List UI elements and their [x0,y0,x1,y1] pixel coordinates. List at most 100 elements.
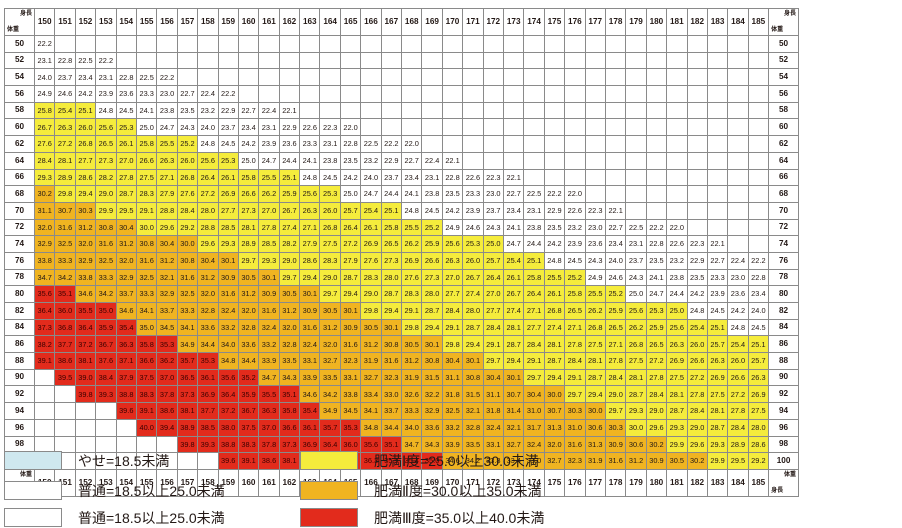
weight-row: 86 38.2 37.7 37.2 36.7 36.3 35.8 35.3 34.9 34.4 34… [4,335,800,354]
bmi-cell [645,35,668,53]
height-header-cell: 158 [197,8,219,36]
bmi-cell: 27.1 [564,318,586,337]
bmi-cell [482,135,504,153]
bmi-cell: 35.8 [278,402,301,420]
bmi-cell: 29.1 [135,201,158,220]
bmi-cell [54,402,76,420]
bmi-cell: 31.5 [421,368,443,387]
weight-label: 90 [768,368,800,387]
bmi-cell: 24.2 [74,85,97,103]
weight-label: 74 [4,235,35,253]
bmi-cell: 33.1 [482,435,504,454]
bmi-cell [299,68,321,87]
bmi-cell: 23.0 [482,185,504,203]
bmi-cell [523,118,545,137]
bmi-cell [502,35,525,53]
bmi-cell: 32.9 [33,235,56,253]
bmi-cell: 25.6 [441,235,464,253]
bmi-cell: 39.1 [33,352,56,370]
bmi-cell: 26.3 [299,201,321,220]
bmi-cell: 28.3 [401,285,423,303]
bmi-cell: 25.8 [237,168,260,187]
weight-label: 92 [4,385,35,404]
bmi-cell: 29.0 [95,185,117,203]
bmi-cell: 34.7 [33,268,56,287]
bmi-cell [686,68,708,87]
bmi-cell: 34.9 [176,335,199,354]
bmi-cell [727,185,749,203]
bmi-cell: 31.9 [584,452,606,470]
bmi-cell [564,168,586,187]
bmi-cell: 22.8 [747,268,770,287]
bmi-cell: 28.1 [666,385,688,404]
bmi-cell [217,51,239,70]
weight-row: 94 39.6 39.1 38.6 38.1 37.7 37.2 36.7 36.3 35.8 35… [4,402,800,420]
bmi-cell [401,68,423,87]
weight-label: 90 [4,368,35,387]
bmi-cell: 24.2 [727,302,749,320]
bmi-cell [523,168,545,187]
bmi-cell: 22.8 [115,68,137,87]
bmi-cell: 38.1 [74,352,97,370]
bmi-cell: 25.9 [421,235,443,253]
bmi-cell: 35.9 [380,452,403,470]
bmi-cell: 22.7 [502,185,525,203]
bmi-cell: 31.2 [278,302,301,320]
bmi-cell: 34.1 [360,402,382,420]
weight-row: 72 32.0 31.6 31.2 30.8 30.4 30.0 29.6 29.2 28.8 28… [4,218,800,237]
bmi-cell: 32.8 [278,335,301,354]
bmi-cell: 30.8 [462,368,484,387]
bmi-cell: 30.2 [686,452,708,470]
weight-row: 88 39.1 38.6 38.1 37.6 37.1 36.6 36.2 35.7 35.3 34… [4,352,800,370]
bmi-cell [706,135,729,153]
bmi-cell [625,151,647,170]
weight-row: 50 22.2 50 [4,35,800,53]
bmi-cell [95,418,117,437]
bmi-cell: 29.0 [604,385,627,404]
bmi-cell: 36.2 [156,352,178,370]
bmi-cell: 32.5 [95,251,117,270]
bmi-cell: 22.2 [380,135,403,153]
bmi-cell [543,151,566,170]
bmi-cell: 24.6 [604,268,627,287]
bmi-cell: 25.9 [278,185,301,203]
bmi-cell: 27.4 [462,285,484,303]
bmi-cell [482,118,504,137]
bmi-cell [176,51,199,70]
bmi-cell: 27.0 [441,268,464,287]
bmi-cell [380,85,403,103]
bmi-cell: 33.4 [360,385,382,404]
bmi-cell: 26.2 [401,235,423,253]
weight-label: 86 [4,335,35,354]
bmi-cell [686,135,708,153]
bmi-cell: 31.6 [217,285,239,303]
bmi-cell: 25.7 [482,251,504,270]
bmi-cell [543,51,566,70]
bmi-cell: 22.5 [360,135,382,153]
bmi-cell: 27.0 [482,285,504,303]
bmi-cell: 30.9 [645,452,668,470]
bmi-cell: 26.3 [666,335,688,354]
bmi-cell: 27.3 [421,268,443,287]
bmi-cell: 28.3 [319,251,341,270]
bmi-cell [706,68,729,87]
bmi-cell: 32.7 [543,452,566,470]
bmi-cell: 24.5 [706,302,729,320]
weight-label: 80 [4,285,35,303]
bmi-cell: 30.9 [604,435,627,454]
bmi-cell: 27.4 [543,318,566,337]
bmi-cell: 33.6 [197,318,219,337]
bmi-cell: 29.4 [339,285,362,303]
bmi-cell [625,51,647,70]
bmi-cell [217,35,239,53]
bmi-cell: 31.2 [197,268,219,287]
weight-label: 50 [768,35,800,53]
bmi-cell [747,118,770,137]
bmi-cell: 22.4 [197,85,219,103]
bmi-cell: 26.7 [33,118,56,137]
height-header-cell: 181 [666,468,688,497]
bmi-cell: 31.6 [135,251,158,270]
bmi-cell: 22.1 [278,101,301,120]
bmi-cell: 25.2 [421,218,443,237]
bmi-cell: 31.2 [74,218,97,237]
